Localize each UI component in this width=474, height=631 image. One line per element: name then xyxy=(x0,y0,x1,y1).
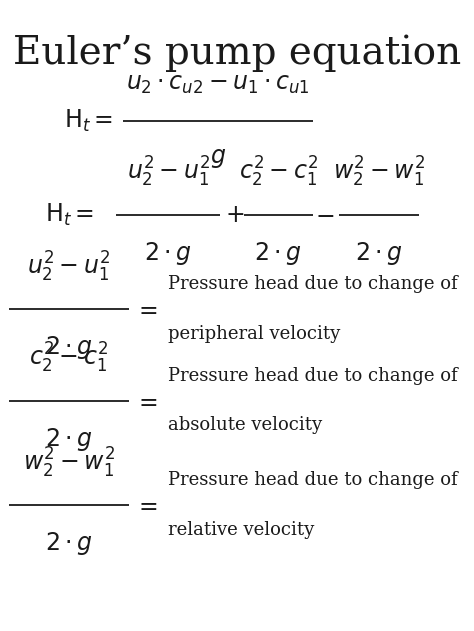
Text: $u_2^2 - u_1^2$: $u_2^2 - u_1^2$ xyxy=(127,155,210,189)
Text: $c_2^2 - c_1^2$: $c_2^2 - c_1^2$ xyxy=(238,155,318,189)
Text: $2 \cdot g$: $2 \cdot g$ xyxy=(145,240,192,267)
Text: $u_2^2 - u_1^2$: $u_2^2 - u_1^2$ xyxy=(27,250,110,284)
Text: peripheral velocity: peripheral velocity xyxy=(168,325,340,343)
Text: $2 \cdot g$: $2 \cdot g$ xyxy=(45,530,92,557)
Text: absolute velocity: absolute velocity xyxy=(168,416,322,435)
Text: $=$: $=$ xyxy=(134,297,158,321)
Text: relative velocity: relative velocity xyxy=(168,521,315,539)
Text: $=$: $=$ xyxy=(134,389,158,413)
Text: $-$: $-$ xyxy=(315,203,334,227)
Text: $u_2 \cdot c_{u2} - u_1 \cdot c_{u1}$: $u_2 \cdot c_{u2} - u_1 \cdot c_{u1}$ xyxy=(126,72,310,96)
Text: $2 \cdot g$: $2 \cdot g$ xyxy=(45,334,92,362)
Text: Euler’s pump equation: Euler’s pump equation xyxy=(13,35,461,72)
Text: $+$: $+$ xyxy=(225,203,244,227)
Text: $w_2^2 - w_1^2$: $w_2^2 - w_1^2$ xyxy=(333,155,425,189)
Text: $w_2^2 - w_1^2$: $w_2^2 - w_1^2$ xyxy=(23,445,115,480)
Text: $g$: $g$ xyxy=(210,146,226,170)
Text: Pressure head due to change of: Pressure head due to change of xyxy=(168,471,458,489)
Text: Pressure head due to change of: Pressure head due to change of xyxy=(168,275,458,293)
Text: $\mathrm{H}_t =$: $\mathrm{H}_t =$ xyxy=(45,201,94,228)
Text: $2 \cdot g$: $2 \cdot g$ xyxy=(45,426,92,453)
Text: $2 \cdot g$: $2 \cdot g$ xyxy=(356,240,403,267)
Text: $\mathrm{H}_t =$: $\mathrm{H}_t =$ xyxy=(64,108,113,134)
Text: Pressure head due to change of: Pressure head due to change of xyxy=(168,367,458,385)
Text: $c_2^2 - c_1^2$: $c_2^2 - c_1^2$ xyxy=(29,341,109,375)
Text: $=$: $=$ xyxy=(134,493,158,517)
Text: $2 \cdot g$: $2 \cdot g$ xyxy=(255,240,302,267)
